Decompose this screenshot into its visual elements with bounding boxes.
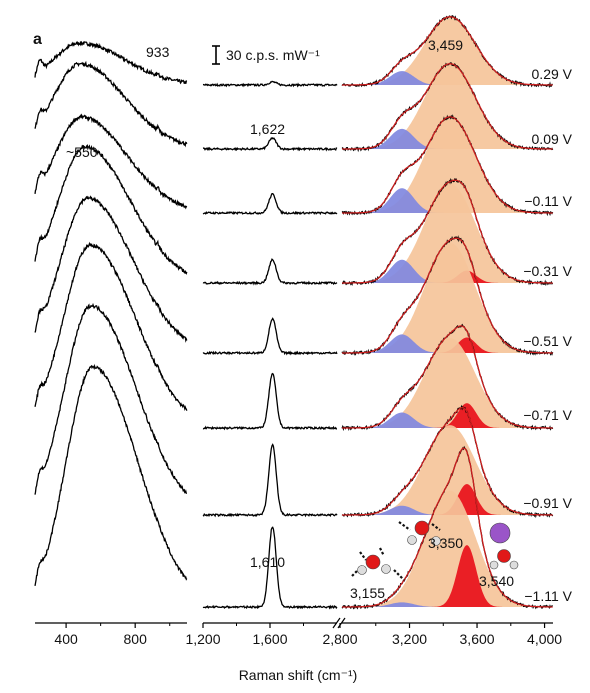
water-hydrogen-3155-b bbox=[381, 564, 391, 574]
orange-component-6 bbox=[342, 338, 553, 428]
x-axis-title: Raman shift (cm⁻¹) bbox=[239, 667, 358, 683]
water-oxygen-3540 bbox=[497, 549, 511, 563]
x-tick-label-400: 400 bbox=[54, 631, 78, 647]
spectrum-bend-1 bbox=[202, 80, 338, 88]
hbond-3155-c bbox=[379, 547, 385, 557]
hbond-3155-a bbox=[351, 565, 363, 577]
potential-label-2: 0.09 V bbox=[532, 131, 573, 147]
x-tick-label-1200: 1,200 bbox=[185, 631, 220, 647]
x-tick-label-800: 800 bbox=[124, 631, 148, 647]
spectrum-bend-2 bbox=[202, 137, 338, 152]
fit-envelope-8 bbox=[342, 447, 553, 608]
fit-envelope-1 bbox=[342, 16, 553, 86]
water-oxygen-3155 bbox=[365, 554, 381, 570]
scale-bar-label: 30 c.p.s. mW⁻¹ bbox=[226, 47, 320, 63]
water-oxygen-3350 bbox=[414, 520, 430, 536]
spectrum-low-7 bbox=[34, 302, 187, 495]
orange-component-8 bbox=[342, 490, 553, 607]
potential-label-8: −1.11 V bbox=[524, 588, 572, 604]
water-hydrogen-3350-b bbox=[431, 536, 441, 546]
blue-component-8 bbox=[342, 602, 553, 607]
annotation-933: 933 bbox=[146, 44, 170, 60]
fit-envelope-4 bbox=[342, 179, 553, 284]
potential-label-3: −0.11 V bbox=[524, 193, 572, 209]
spectrum-low-4 bbox=[34, 144, 188, 275]
spectrum-bend-4 bbox=[202, 258, 338, 286]
axis-break-mark-2 bbox=[337, 617, 346, 629]
potassium-ion-icon bbox=[489, 522, 511, 544]
annotation-3459: 3,459 bbox=[428, 37, 463, 53]
fit-envelope-7 bbox=[342, 406, 553, 516]
hbond-3350-b bbox=[431, 523, 441, 531]
potential-label-4: −0.31 V bbox=[523, 263, 572, 279]
orange-component-5 bbox=[342, 242, 553, 353]
spectrum-oh-4 bbox=[342, 177, 554, 287]
spectrum-low-8 bbox=[34, 363, 188, 587]
fit-envelope-5 bbox=[342, 237, 553, 354]
spectrum-bend-5 bbox=[202, 317, 338, 356]
blue-component-7 bbox=[342, 505, 553, 515]
blue-component-6 bbox=[342, 412, 553, 428]
hbond-3155-d bbox=[393, 569, 405, 581]
annotation-1622: 1,622 bbox=[250, 121, 285, 137]
fit-envelope-2 bbox=[342, 63, 553, 150]
blue-component-2 bbox=[342, 128, 553, 149]
spectrum-bend-7 bbox=[202, 443, 338, 518]
blue-component-4 bbox=[342, 259, 553, 283]
x-tick-label-3200: 3,200 bbox=[392, 631, 427, 647]
annotation-3155: 3,155 bbox=[350, 585, 385, 601]
orange-component-2 bbox=[342, 63, 553, 149]
panel-label: a bbox=[33, 31, 42, 48]
axis-break-mark-1 bbox=[332, 617, 341, 629]
fit-components-layer bbox=[342, 16, 553, 607]
potential-label-7: −0.91 V bbox=[523, 495, 572, 511]
blue-component-3 bbox=[342, 188, 553, 213]
x-tick-label-3600: 3,600 bbox=[460, 631, 495, 647]
orange-component-3 bbox=[342, 116, 553, 213]
spectrum-low-5 bbox=[34, 195, 188, 343]
spectrum-bend-8 bbox=[202, 526, 338, 610]
spectrum-low-3 bbox=[34, 113, 188, 210]
annotation-3540: 3,540 bbox=[479, 573, 514, 589]
spectrum-low-1 bbox=[34, 40, 188, 85]
hbond-3350-a bbox=[398, 521, 411, 531]
orange-component-4 bbox=[342, 183, 553, 283]
molecule-illustrations bbox=[351, 520, 519, 581]
spectrum-bend-3 bbox=[202, 193, 338, 216]
x-tick-label-1600: 1,600 bbox=[252, 631, 287, 647]
water-hydrogen-3540-a bbox=[489, 560, 499, 570]
annotation-3350: 3,350 bbox=[428, 535, 463, 551]
hbond-3155-b bbox=[359, 551, 367, 561]
potential-label-5: −0.51 V bbox=[523, 333, 572, 349]
x-tick-label-4000: 4,000 bbox=[527, 631, 562, 647]
x-axis: 400 800 1,200 1,600 2,800 3,200 3,600 4,000 bbox=[35, 617, 562, 647]
x-tick-label-2800: 2,800 bbox=[322, 631, 357, 647]
annotation-1610: 1,610 bbox=[250, 554, 285, 570]
spectra-layer bbox=[34, 15, 554, 610]
blue-component-5 bbox=[342, 334, 553, 353]
orange-component-7 bbox=[342, 425, 553, 515]
water-hydrogen-3350-a bbox=[407, 535, 417, 545]
scale-bar: 30 c.p.s. mW⁻¹ bbox=[212, 45, 320, 65]
blue-component-1 bbox=[342, 71, 553, 85]
fit-envelope-6 bbox=[342, 325, 553, 429]
spectrum-bend-6 bbox=[202, 372, 337, 431]
potential-label-1: 0.29 V bbox=[532, 66, 573, 82]
fit-envelope-3 bbox=[342, 116, 553, 214]
water-hydrogen-3540-b bbox=[509, 560, 519, 570]
potential-label-6: −0.71 V bbox=[523, 407, 572, 423]
orange-component-1 bbox=[342, 16, 553, 85]
spectrum-low-2 bbox=[34, 60, 188, 148]
water-hydrogen-3155-a bbox=[357, 565, 367, 575]
annotation-550: ~550 bbox=[66, 144, 98, 160]
spectrum-low-6 bbox=[34, 241, 188, 412]
